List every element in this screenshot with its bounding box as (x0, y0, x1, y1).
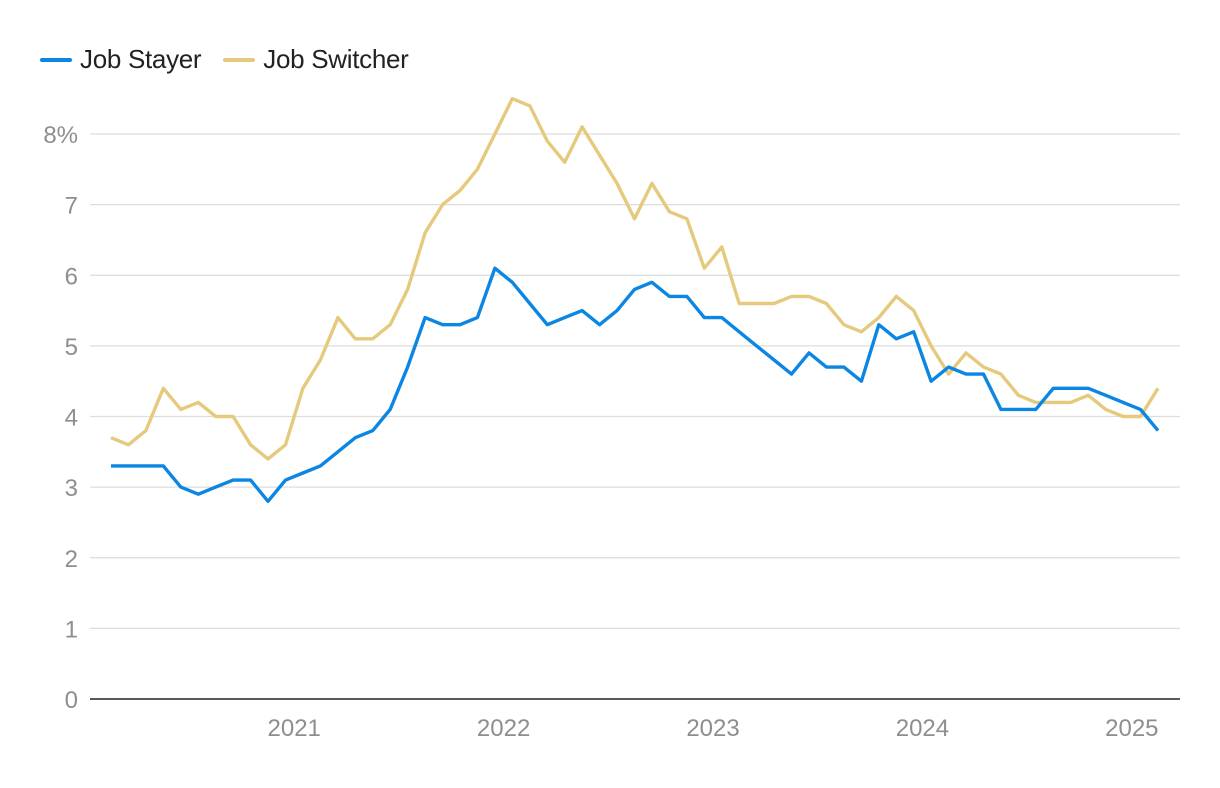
y-tick-label-3: 3 (65, 475, 78, 502)
y-tick-label-6: 6 (65, 263, 78, 290)
series-line-job-stayer (111, 266, 1160, 503)
x-tick-label-2023: 2023 (686, 715, 739, 742)
x-tick-label-2024: 2024 (896, 715, 949, 742)
y-tick-label-5: 5 (65, 334, 78, 361)
y-axis-tick-labels: 0 1 2 3 4 5 6 7 8% (43, 122, 78, 714)
y-tick-label-2: 2 (65, 546, 78, 573)
legend-label-job-switcher: Job Switcher (263, 44, 409, 74)
data-series (110, 96, 1160, 503)
x-tick-label-2022: 2022 (477, 715, 530, 742)
x-tick-label-2021: 2021 (268, 715, 321, 742)
legend-item-job-switcher: Job Switcher (223, 44, 409, 75)
y-tick-label-4: 4 (65, 405, 78, 432)
y-tick-label-8: 8% (43, 122, 78, 149)
y-tick-label-0: 0 (65, 687, 78, 714)
legend: Job Stayer Job Switcher (40, 44, 409, 75)
gridlines (90, 133, 1180, 629)
legend-item-job-stayer: Job Stayer (40, 44, 202, 75)
legend-swatch-job-stayer (40, 57, 72, 62)
legend-label-job-stayer: Job Stayer (80, 44, 202, 74)
legend-swatch-job-switcher (223, 57, 256, 62)
y-tick-label-1: 1 (65, 616, 78, 643)
y-tick-label-7: 7 (65, 193, 78, 220)
x-axis-tick-labels: 2021 2022 2023 2024 2025 (268, 715, 1159, 742)
x-tick-label-2025: 2025 (1105, 715, 1158, 742)
series-line-job-switcher (110, 96, 1160, 461)
